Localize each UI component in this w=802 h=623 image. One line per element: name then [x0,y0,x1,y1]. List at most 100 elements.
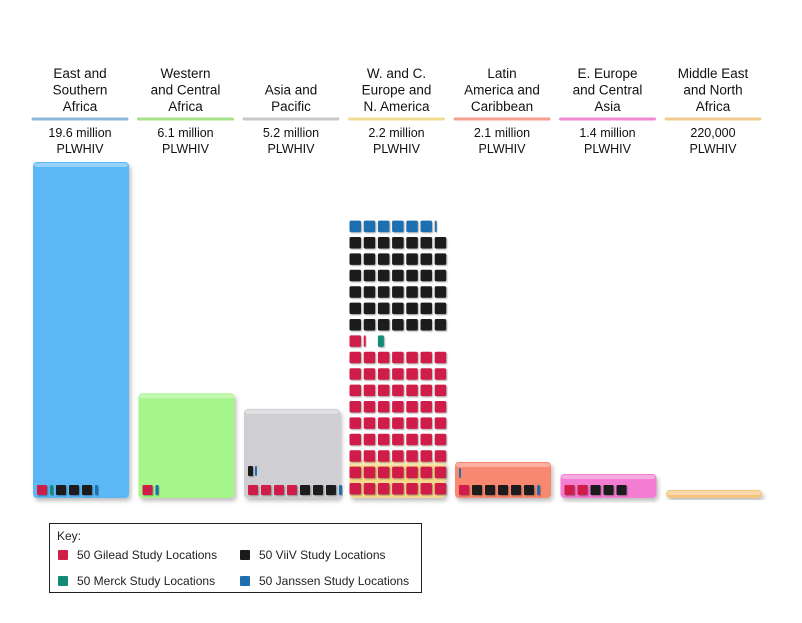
gilead-marker [420,450,432,462]
viiv-marker [300,485,310,495]
viiv-marker [349,319,361,331]
gilead-marker [349,335,361,347]
gilead-marker [377,384,390,397]
region-name-0-line-2: Africa [63,99,98,114]
gilead-marker [363,433,376,446]
gilead-marker [248,485,258,495]
viiv-marker [392,253,404,265]
region-value-label-3-line-0: 2.2 million [368,126,424,140]
gilead-swatch [58,550,68,560]
bar-highlight-2 [245,409,339,414]
viiv-marker [313,485,323,495]
gilead-marker [392,466,404,479]
gilead-marker [363,466,376,479]
merck-swatch [58,576,68,586]
bar-highlight-1 [139,394,234,399]
janssen-marker [349,220,361,233]
region-name-4-line-0: Latin [487,66,516,81]
region-name-6-line-2: Africa [696,99,731,114]
region-name-3-line-0: W. and C. [367,66,426,81]
gilead-marker [434,466,447,479]
region-name-3-line-2: N. America [363,99,430,114]
viiv-marker [377,286,390,298]
region-name-4-line-1: America and [464,83,540,98]
region-value-label-2-line-1: PLWHIV [268,142,316,156]
viiv-marker [406,319,418,331]
bar-2 [244,408,340,498]
gilead-marker [349,368,361,380]
janssen-swatch [240,576,250,586]
viiv-marker [377,302,390,315]
viiv-marker [349,237,361,249]
viiv-marker [406,253,418,265]
gilead-marker [392,351,404,364]
viiv-marker [434,319,447,331]
bar-highlight-3 [350,461,445,466]
gilead-marker [392,401,404,413]
gilead-marker [434,433,447,446]
viiv-marker [420,286,432,298]
gilead-marker [349,466,361,479]
gilead-marker [274,485,284,495]
viiv-marker [69,485,79,495]
janssen-marker [459,468,461,478]
viiv-marker [363,319,376,331]
viiv-marker [392,319,404,331]
gilead-marker [349,351,361,364]
viiv-marker [434,253,447,265]
viiv-marker [485,485,495,495]
janssen-marker [363,220,376,233]
region-name-6-line-0: Middle East [678,66,749,81]
merck-marker [377,335,384,347]
region-name-5-line-2: Asia [594,99,621,114]
gilead-marker [420,368,432,380]
region-name-1-line-2: Africa [168,99,203,114]
janssen-marker [420,220,432,233]
viiv-marker [392,286,404,298]
bar-highlight-4 [456,463,550,467]
viiv-swatch [240,550,250,560]
bar-highlight-0 [34,163,128,167]
gilead-marker [434,401,447,413]
viiv-marker [377,253,390,265]
gilead-marker [406,368,418,380]
viiv-marker [420,237,432,249]
bar-0 [33,162,129,498]
region-value-label-6-line-1: PLWHIV [690,142,738,156]
gilead-marker [37,485,47,495]
gilead-marker [363,384,376,397]
viiv-marker [603,485,614,495]
region-value-label-0-line-0: 19.6 million [48,126,111,140]
gilead-marker [406,351,418,364]
janssen-marker [377,220,390,233]
gilead-marker [377,483,390,495]
region-value-label-2-line-0: 5.2 million [263,126,319,140]
region-name-5-line-1: and Central [573,83,643,98]
legend-label-janssen: 50 Janssen Study Locations [259,574,410,588]
viiv-marker [406,269,418,282]
viiv-marker [406,286,418,298]
gilead-marker [420,483,432,495]
gilead-marker [349,433,361,446]
viiv-marker [420,319,432,331]
gilead-marker [363,335,366,347]
viiv-marker [434,302,447,315]
region-name-0-line-1: Southern [53,83,108,98]
bar-1 [138,393,235,498]
region-value-label-0-line-1: PLWHIV [57,142,105,156]
viiv-marker [363,237,376,249]
gilead-marker [434,368,447,380]
viiv-marker [420,302,432,315]
gilead-marker [420,384,432,397]
viiv-marker [363,302,376,315]
gilead-marker [406,401,418,413]
gilead-marker [377,433,390,446]
bar-highlight-6 [667,491,761,495]
region-name-3-line-1: Europe and [362,83,432,98]
region-name-2-line-0: Asia and [265,83,318,98]
gilead-marker [363,368,376,380]
viiv-marker [434,237,447,249]
viiv-marker [616,485,627,495]
